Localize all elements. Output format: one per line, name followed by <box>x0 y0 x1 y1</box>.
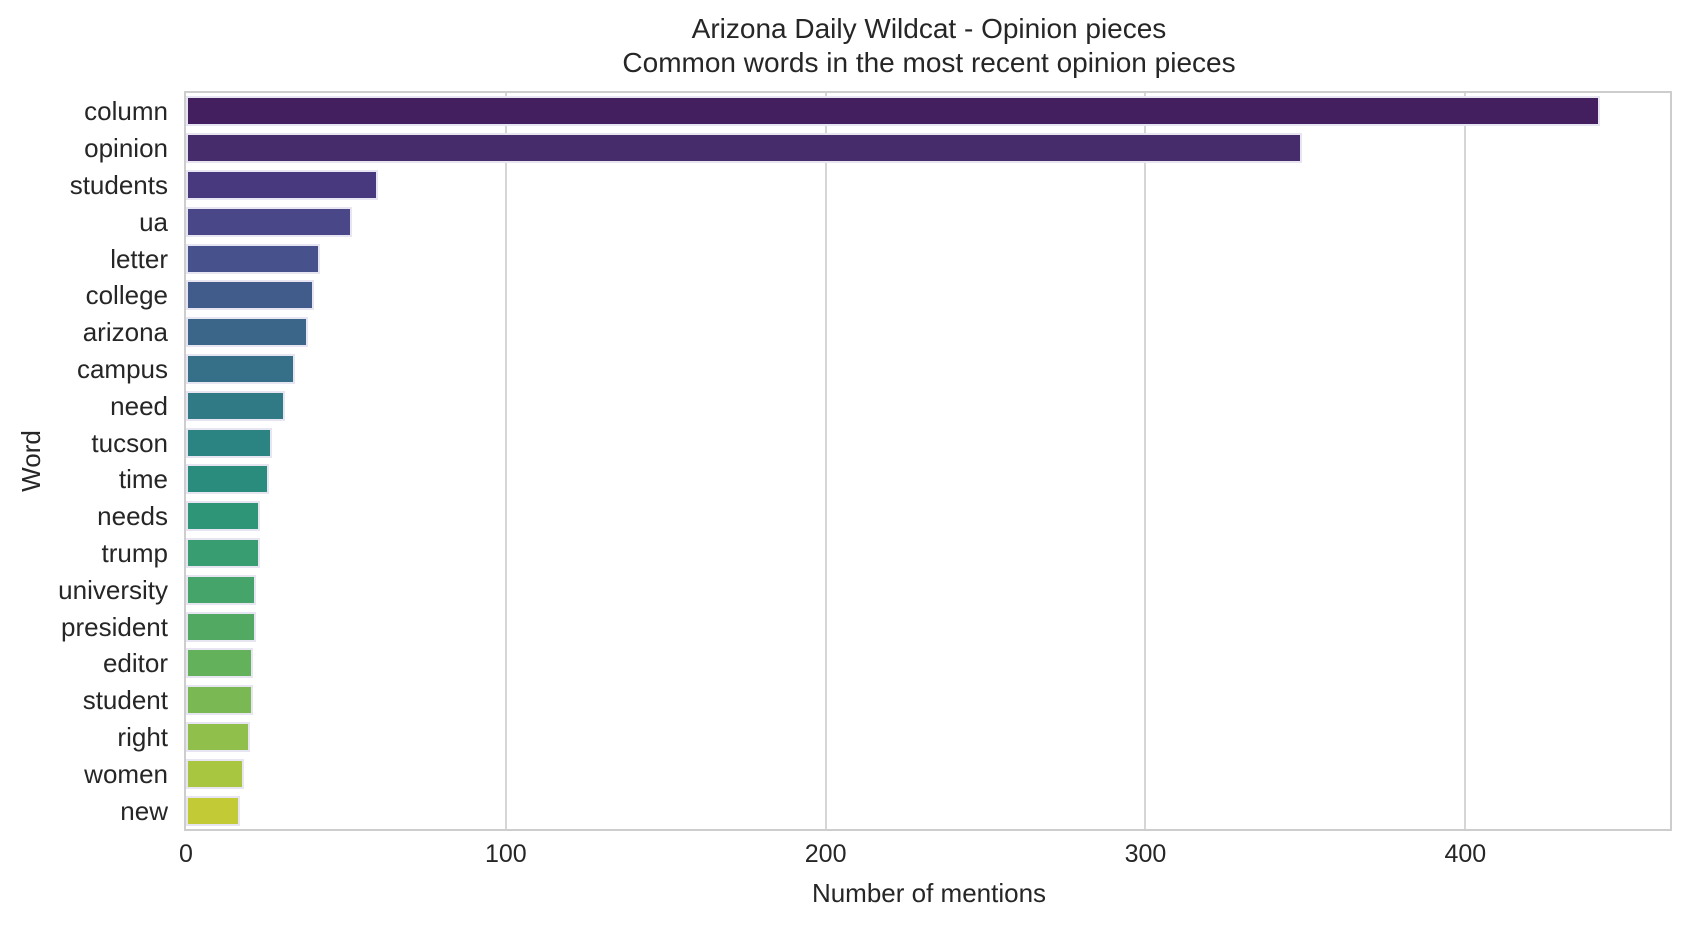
y-tick-label-editor: editor <box>102 648 168 679</box>
gridline-x-300 <box>1144 93 1147 829</box>
y-tick-label-student: student <box>82 685 168 716</box>
y-tick-label-students: students <box>69 170 168 200</box>
bar-campus <box>186 354 295 384</box>
bar-arizona <box>186 317 308 348</box>
y-tick-label-trump: trump <box>101 538 168 568</box>
gridline-x-400 <box>1464 93 1467 829</box>
y-tick-label-opinion: opinion <box>84 133 168 164</box>
y-tick-labels: column opinion students ua letter college ariz… <box>0 91 168 831</box>
x-tick-label-100: 100 <box>484 840 527 868</box>
bar-right <box>186 722 250 752</box>
gridline-x-200 <box>824 93 827 829</box>
bar-time <box>186 464 270 495</box>
y-tick-label-university: university <box>58 574 168 605</box>
y-tick-label-campus: campus <box>76 354 168 384</box>
bar-tucson <box>186 427 273 458</box>
y-tick-label-new: new <box>120 795 168 826</box>
y-tick-label-college: college <box>85 280 168 311</box>
chart-title-block: Arizona Daily Wildcat - Opinion pieces C… <box>186 12 1672 80</box>
bar-need <box>186 390 286 421</box>
bar-women <box>186 758 244 789</box>
x-tick-label-300: 300 <box>1124 840 1167 868</box>
y-tick-label-tucson: tucson <box>91 427 168 458</box>
y-tick-label-time: time <box>118 464 168 495</box>
x-tick-label-400: 400 <box>1444 840 1487 868</box>
chart-title: Arizona Daily Wildcat - Opinion pieces <box>691 13 1167 44</box>
y-tick-label-column: column <box>84 96 168 127</box>
x-tick-label-0: 0 <box>179 840 193 868</box>
gridline-x-100 <box>504 93 507 829</box>
bar-ua <box>186 206 353 237</box>
x-axis-label: Number of mentions <box>811 878 1047 908</box>
bar-college <box>186 280 314 311</box>
plot-area <box>184 91 1672 831</box>
y-tick-label-president: president <box>61 611 168 642</box>
bar-students <box>186 170 378 200</box>
y-tick-label-ua: ua <box>139 206 168 237</box>
y-tick-label-arizona: arizona <box>82 317 168 348</box>
chart-subtitle: Common words in the most recent opinion … <box>622 47 1236 78</box>
bar-letter <box>186 243 321 274</box>
bar-editor <box>186 648 254 679</box>
bar-needs <box>186 501 260 532</box>
bar-president <box>186 611 257 642</box>
y-tick-label-need: need <box>110 390 168 421</box>
y-tick-label-needs: needs <box>97 501 168 532</box>
x-tick-label-200: 200 <box>804 840 847 868</box>
bar-opinion <box>186 133 1303 164</box>
y-tick-label-letter: letter <box>110 243 168 274</box>
y-tick-label-right: right <box>117 722 168 752</box>
y-tick-label-women: women <box>84 758 168 789</box>
bar-student <box>186 685 254 716</box>
bar-trump <box>186 538 260 568</box>
bar-column <box>186 96 1600 127</box>
bar-university <box>186 574 257 605</box>
bar-new <box>186 795 241 826</box>
